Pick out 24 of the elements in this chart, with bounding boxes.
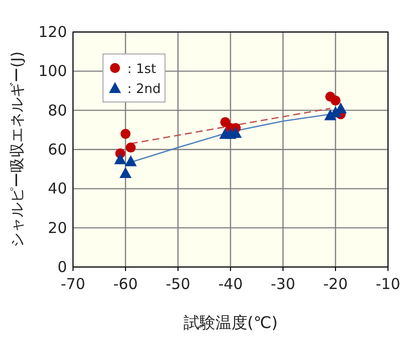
x-tick-label: -30 (270, 275, 296, 293)
point (330, 96, 340, 106)
y-tick-label: 0 (57, 258, 67, 276)
point (124, 155, 137, 166)
y-tick-label: 40 (48, 180, 67, 198)
x-tick-label: -20 (323, 275, 348, 293)
x-tick-label: -50 (166, 275, 190, 293)
y-tick-label: 60 (48, 140, 67, 158)
x-tick-label: -60 (113, 275, 138, 293)
y-tick-label: 100 (38, 62, 67, 80)
point (120, 128, 130, 139)
x-tick-label: -10 (376, 275, 400, 293)
y-tick-label: 20 (48, 218, 67, 237)
legend-label: ：2nd (123, 82, 161, 97)
y-tick-label: 120 (38, 23, 67, 41)
x-axis-title: 試験温度(℃) (183, 313, 278, 332)
y-tick-label: 80 (48, 101, 67, 120)
legend-label: ：1st (123, 62, 156, 77)
point (120, 167, 132, 178)
point (114, 153, 126, 164)
x-tick-label: -70 (60, 275, 86, 293)
point (126, 142, 136, 153)
x-tick-label: -40 (218, 275, 243, 293)
y-axis-title: シャルピー吸収エネルギー(J) (8, 51, 26, 248)
